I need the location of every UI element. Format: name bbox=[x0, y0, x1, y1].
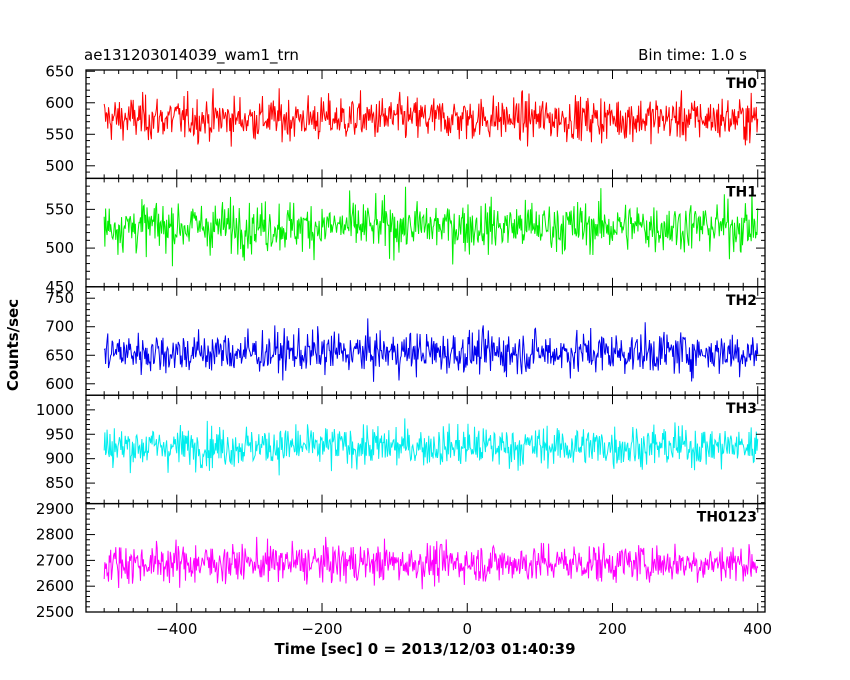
x-tick-label: −200 bbox=[301, 620, 342, 638]
y-tick-label: 500 bbox=[45, 239, 74, 257]
series-line-th0123 bbox=[103, 536, 759, 590]
panel-th1: 450 500 550 TH1 bbox=[45, 177, 766, 296]
x-tick-label: 400 bbox=[743, 620, 772, 638]
y-tick-label: 700 bbox=[45, 318, 74, 336]
panel-frame bbox=[85, 177, 766, 288]
x-axis: −400 −200 0 200 400 bbox=[156, 620, 772, 638]
y-tick-label: 900 bbox=[45, 450, 74, 468]
y-tick-label: 950 bbox=[45, 425, 74, 443]
y-tick-label: 2800 bbox=[36, 526, 74, 544]
y-tick-label: 600 bbox=[45, 94, 74, 112]
y-axis-label: Counts/sec bbox=[4, 299, 22, 391]
panel-frame bbox=[85, 69, 766, 180]
y-tick-label: 2500 bbox=[36, 603, 74, 621]
y-tick-label: 2600 bbox=[36, 577, 74, 595]
x-axis-label: Time [sec] 0 = 2013/12/03 01:40:39 bbox=[274, 640, 575, 658]
y-tick-label: 850 bbox=[45, 474, 74, 492]
y-tick-label: 650 bbox=[45, 62, 74, 80]
panel-frame bbox=[85, 502, 766, 613]
panel-th0: 500 550 600 650 TH0 bbox=[45, 62, 766, 180]
series-line-th0 bbox=[103, 88, 759, 147]
x-tick-label: −400 bbox=[156, 620, 197, 638]
x-tick-label: 200 bbox=[598, 620, 627, 638]
bin-time-label: Bin time: 1.0 s bbox=[638, 46, 747, 64]
y-tick-label: 1000 bbox=[36, 401, 74, 419]
panel-th2: 600 650 700 750 TH2 bbox=[45, 286, 766, 396]
series-label: TH0123 bbox=[697, 510, 757, 526]
y-tick-label: 650 bbox=[45, 346, 74, 364]
y-tick-label: 750 bbox=[45, 289, 74, 307]
y-tick-label: 500 bbox=[45, 157, 74, 175]
x-tick-label: 0 bbox=[462, 620, 472, 638]
y-tick-label: 2700 bbox=[36, 551, 74, 569]
chart-title: ae131203014039_wam1_trn bbox=[84, 46, 299, 65]
y-tick-label: 2900 bbox=[36, 500, 74, 518]
y-tick-label: 450 bbox=[45, 278, 74, 296]
y-tick-label: 600 bbox=[45, 375, 74, 393]
series-line-th3 bbox=[103, 418, 759, 476]
series-line-th2 bbox=[103, 318, 759, 382]
y-tick-label: 550 bbox=[45, 200, 74, 218]
panels-group: 500 550 600 650 TH0 450 500 550 TH1 600 650 700 750 T… bbox=[36, 62, 766, 621]
panel-th0123: 2500 2600 2700 2800 2900 TH0123 bbox=[36, 500, 766, 621]
series-label: TH3 bbox=[726, 401, 757, 417]
series-label: TH2 bbox=[726, 293, 757, 309]
series-label: TH0 bbox=[726, 76, 757, 92]
series-line-th1 bbox=[103, 186, 759, 267]
y-tick-label: 550 bbox=[45, 125, 74, 143]
series-label: TH1 bbox=[726, 184, 757, 200]
panel-th3: 850 900 950 1000 TH3 bbox=[36, 394, 766, 505]
